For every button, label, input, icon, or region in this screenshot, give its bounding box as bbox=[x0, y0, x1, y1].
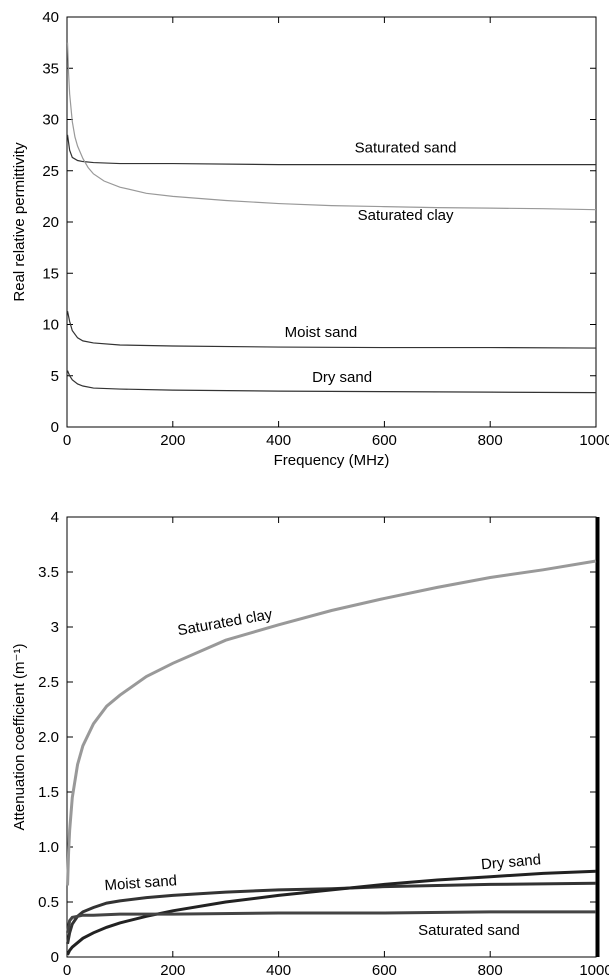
series-line-saturated-clay bbox=[66, 42, 597, 211]
series-line-saturated-sand bbox=[66, 134, 596, 166]
y-tick-label: 5 bbox=[51, 368, 59, 385]
x-tick-label: 200 bbox=[160, 432, 185, 449]
x-tick-label: 1000 bbox=[579, 432, 609, 449]
y-tick-label: 2.0 bbox=[38, 729, 59, 746]
y-tick-label: 3 bbox=[51, 619, 59, 636]
y-tick-label: 20 bbox=[42, 214, 59, 231]
y-tick-label: 40 bbox=[42, 9, 59, 26]
y-tick-label: 0 bbox=[51, 419, 59, 436]
chart-permittivity: 0 200 400 600 800 1000 0 5 10 15 20 25 30 35 40 Frequen… bbox=[11, 9, 609, 469]
x-tick-label: 800 bbox=[478, 962, 503, 979]
plot-area bbox=[66, 16, 597, 428]
x-tick-label: 0 bbox=[63, 432, 71, 449]
x-tick-label: 800 bbox=[478, 432, 503, 449]
x-tick-label: 200 bbox=[160, 962, 185, 979]
y-axis-label: Attenuation coefficient (m⁻¹) bbox=[11, 644, 28, 831]
y-tick-label: 10 bbox=[42, 317, 59, 334]
y-tick-label: 4 bbox=[51, 509, 59, 526]
curve-label: Dry sand bbox=[312, 369, 372, 386]
x-tick-label: 1000 bbox=[579, 962, 609, 979]
y-axis-label: Real relative permittivity bbox=[11, 142, 28, 302]
x-tick-label: 0 bbox=[63, 962, 71, 979]
y-tick-label: 15 bbox=[42, 265, 59, 282]
x-tick-label: 400 bbox=[266, 432, 291, 449]
x-axis-label: Frequency (MHz) bbox=[274, 452, 390, 469]
y-tick-label: 35 bbox=[42, 60, 59, 77]
y-tick-label: 0 bbox=[51, 949, 59, 966]
series-line-saturated-clay bbox=[66, 559, 597, 886]
series-line-saturated-sand bbox=[66, 910, 596, 934]
curve-label: Saturated clay bbox=[358, 207, 454, 224]
curve-label: Dry sand bbox=[480, 851, 541, 873]
y-tick-label: 3.5 bbox=[38, 564, 59, 581]
series-line-dry-sand bbox=[66, 370, 597, 394]
series-line-moist-sand bbox=[66, 311, 597, 349]
curve-label: Moist sand bbox=[285, 324, 358, 341]
y-tick-label: 1.0 bbox=[38, 839, 59, 856]
chart-attenuation: 0200400600800100000.51.01.52.02.533.54Fr… bbox=[11, 509, 609, 979]
x-tick-label: 600 bbox=[372, 962, 397, 979]
y-tick-label: 1.5 bbox=[38, 784, 59, 801]
y-tick-label: 2.5 bbox=[38, 674, 59, 691]
y-tick-label: 25 bbox=[42, 163, 59, 180]
curve-label: Saturated clay bbox=[176, 606, 274, 639]
curve-label: Moist sand bbox=[104, 872, 178, 894]
x-tick-label: 400 bbox=[266, 962, 291, 979]
y-tick-label: 0.5 bbox=[38, 894, 59, 911]
curve-label: Saturated sand bbox=[355, 139, 457, 156]
y-tick-label: 30 bbox=[42, 112, 59, 129]
curve-label: Saturated sand bbox=[418, 922, 520, 939]
x-tick-label: 600 bbox=[372, 432, 397, 449]
